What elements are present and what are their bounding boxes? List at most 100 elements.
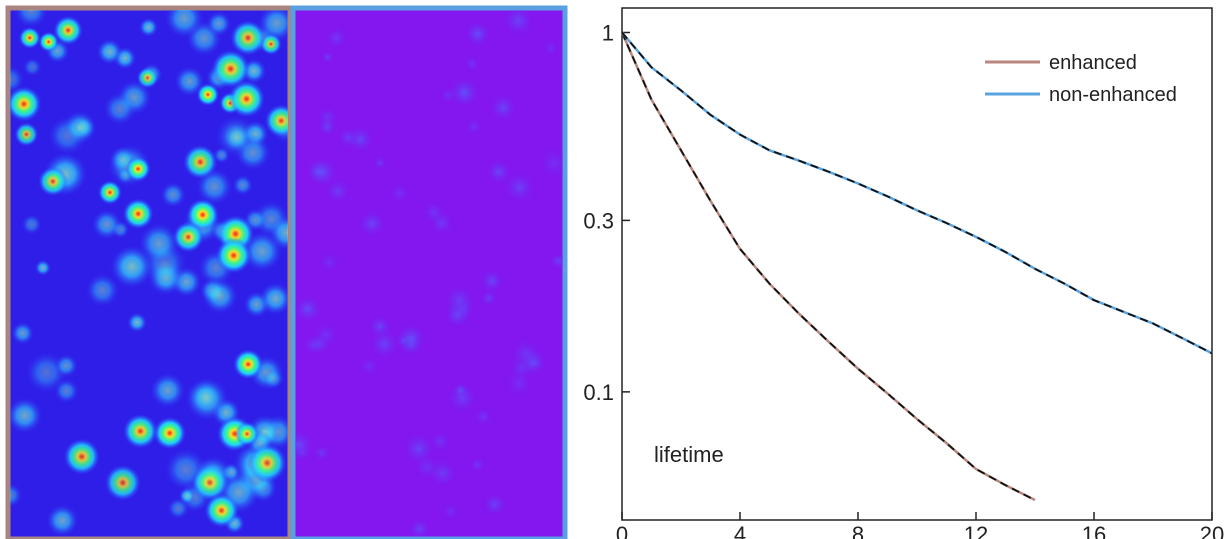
bright-spot xyxy=(234,421,260,446)
fit-line xyxy=(621,31,1213,355)
dim-spot xyxy=(464,56,480,72)
dim-spot xyxy=(503,10,534,36)
bright-spot xyxy=(196,83,220,106)
dim-spot xyxy=(369,329,400,359)
dim-spot xyxy=(488,93,518,122)
bright-spot xyxy=(211,49,250,89)
dim-spot xyxy=(480,289,498,307)
legend-label: non-enhanced xyxy=(1049,84,1177,106)
bright-spot xyxy=(122,198,154,230)
speckle xyxy=(11,322,34,345)
bright-spot xyxy=(153,416,187,450)
speckle xyxy=(206,11,231,36)
dim-spot xyxy=(358,209,386,238)
speckle xyxy=(259,282,288,315)
dim-spot xyxy=(464,117,483,136)
dim-spot xyxy=(429,431,451,452)
dim-spot xyxy=(482,492,507,517)
non-enhanced-image xyxy=(290,5,568,539)
plot-frame xyxy=(621,7,1213,521)
bright-spot xyxy=(125,156,151,182)
speckle xyxy=(110,245,154,289)
dim-spot xyxy=(302,334,324,356)
bright-spot xyxy=(215,237,252,274)
speckle xyxy=(54,354,78,378)
speckle xyxy=(63,110,97,145)
series-line xyxy=(620,32,1036,502)
annotation: lifetime xyxy=(654,442,724,467)
x-tick-label: 16 xyxy=(1082,522,1106,539)
speckle xyxy=(54,378,79,404)
x-tick-label: 20 xyxy=(1200,522,1224,539)
dim-spot xyxy=(464,20,491,48)
speckle xyxy=(46,504,79,537)
speckle xyxy=(202,278,238,314)
bright-spot xyxy=(247,443,287,483)
dim-spot xyxy=(542,40,559,57)
x-tick-label: 8 xyxy=(852,522,864,539)
speckle xyxy=(160,182,186,208)
y-tick-label: 1 xyxy=(602,21,614,46)
bright-spot xyxy=(38,166,68,197)
dim-spot xyxy=(396,334,410,348)
speckle xyxy=(10,483,23,508)
bright-spot xyxy=(186,198,219,231)
speckle xyxy=(85,273,120,307)
bright-spot xyxy=(14,122,39,147)
dim-spot xyxy=(295,429,314,460)
speckle xyxy=(262,368,284,390)
bright-spot xyxy=(53,15,83,46)
speckle xyxy=(96,38,123,65)
speckle xyxy=(10,397,43,434)
bright-spot xyxy=(104,464,141,501)
dim-spot xyxy=(428,458,458,488)
speckle xyxy=(188,380,222,414)
dim-spot xyxy=(325,27,348,49)
dim-spot xyxy=(321,50,335,64)
x-tick-label: 0 xyxy=(616,522,628,539)
dim-spot xyxy=(520,349,547,376)
dim-spot xyxy=(429,211,454,235)
dim-spot xyxy=(441,502,460,521)
enhanced-image xyxy=(5,5,293,539)
speckle xyxy=(14,10,48,28)
bright-spot xyxy=(63,438,100,475)
image-spots xyxy=(10,10,288,537)
dim-spot xyxy=(549,252,563,270)
speckle xyxy=(257,10,288,42)
speckle xyxy=(164,10,204,38)
dim-spot xyxy=(504,369,533,397)
speckle xyxy=(21,214,42,235)
bright-spot xyxy=(18,26,41,49)
speckle xyxy=(268,215,288,251)
speckle xyxy=(167,497,189,520)
speckle xyxy=(103,92,137,126)
bright-spot xyxy=(233,349,264,380)
dim-spot xyxy=(469,456,486,473)
speckle xyxy=(91,209,122,240)
bright-spot xyxy=(228,80,266,118)
dim-spot xyxy=(373,156,387,170)
speckle xyxy=(10,65,24,94)
speckle xyxy=(150,373,186,408)
speckle xyxy=(215,115,257,157)
bright-spot xyxy=(97,180,122,205)
speckle xyxy=(138,223,180,264)
image-spots xyxy=(295,10,563,537)
y-tick-label: 0.3 xyxy=(583,208,614,233)
bright-spot xyxy=(183,144,218,180)
dim-spot xyxy=(408,518,430,537)
dim-spot xyxy=(486,159,511,185)
bright-spot xyxy=(136,67,159,89)
dim-spot xyxy=(474,407,493,426)
bright-spot xyxy=(230,20,266,56)
y-tick-label: 0.1 xyxy=(583,380,614,405)
bright-spot xyxy=(10,86,42,122)
dim-spot xyxy=(358,355,380,377)
bright-spot xyxy=(191,463,229,502)
bright-spot xyxy=(123,413,158,449)
x-tick-label: 12 xyxy=(964,522,988,539)
legend-label: enhanced xyxy=(1049,52,1137,74)
